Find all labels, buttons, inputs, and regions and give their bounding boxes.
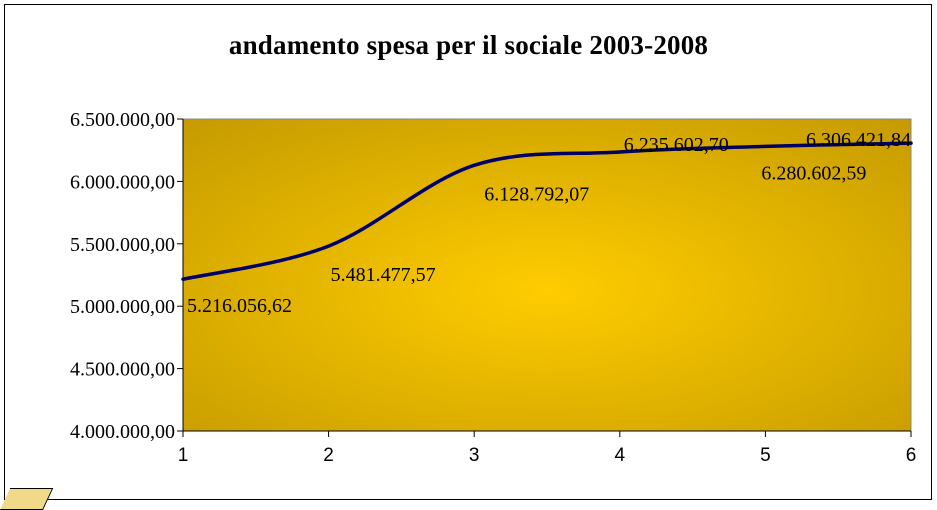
x-tick-label: 3: [469, 445, 480, 466]
data-label: 6.306.421,84: [806, 129, 911, 151]
y-tick-label: 4.000.000,00: [70, 421, 175, 443]
y-tick-label: 6.000.000,00: [70, 171, 175, 193]
corner-decoration: [0, 488, 54, 510]
y-tick-label: 4.500.000,00: [70, 359, 175, 381]
chart-title: andamento spesa per il sociale 2003-2008: [228, 30, 709, 60]
x-tick-label: 1: [178, 445, 189, 466]
x-tick-label: 5: [760, 445, 771, 466]
data-label: 6.235.602,70: [624, 134, 729, 156]
data-label: 5.481.477,57: [331, 264, 436, 286]
data-label: 6.128.792,07: [484, 183, 589, 205]
data-label: 6.280.602,59: [761, 162, 866, 184]
y-tick-label: 5.000.000,00: [70, 296, 175, 318]
plot-area: [182, 118, 912, 432]
y-tick-label: 6.500.000,00: [70, 109, 175, 131]
x-tick-label: 6: [906, 445, 917, 466]
data-label: 5.216.056,62: [187, 295, 292, 317]
series-line: [181, 141, 913, 281]
y-tick-label: 5.500.000,00: [70, 234, 175, 256]
x-tick-label: 2: [323, 445, 334, 466]
x-tick-label: 4: [615, 445, 626, 466]
